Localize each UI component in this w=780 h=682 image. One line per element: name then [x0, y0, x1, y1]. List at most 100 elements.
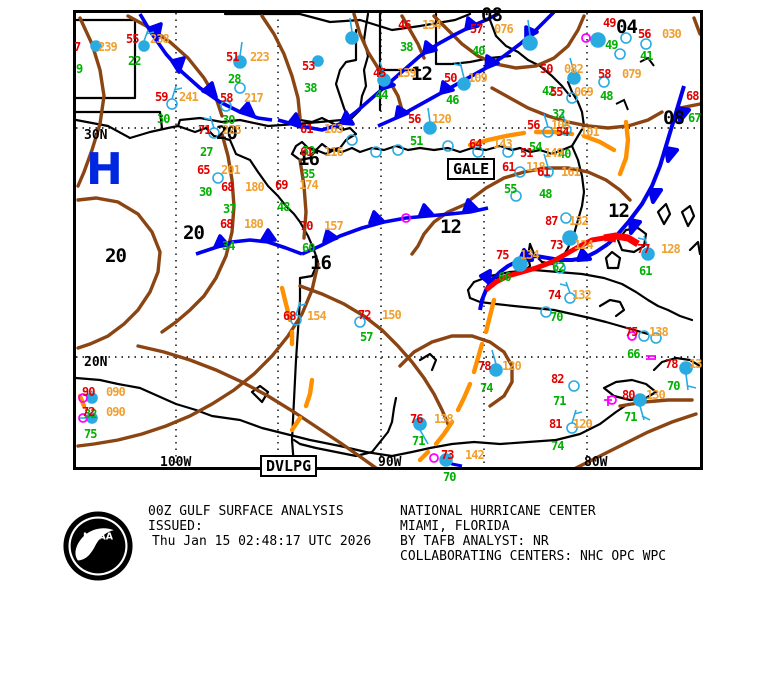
station-pressure: 109 — [468, 71, 488, 85]
isobar-label: 16 — [298, 148, 320, 170]
cold-fronts — [138, 13, 691, 467]
station-dewpoint: 71 — [624, 410, 637, 424]
station-temperature: 50 — [444, 71, 457, 85]
station-dewpoint: 30 — [157, 112, 170, 126]
station-temperature: 90 — [82, 385, 95, 399]
station-temperature: 64 — [469, 137, 482, 151]
grid-label: 20N — [84, 355, 108, 370]
station-temperature: 87 — [545, 214, 558, 228]
station-dewpoint: 61 — [639, 264, 652, 278]
boxed-warning-label: DVLPG — [260, 455, 318, 477]
station-temperature: 55 — [550, 85, 563, 99]
station-pressure: 132 — [572, 288, 592, 302]
station-dewpoint: 74 — [480, 381, 493, 395]
station-pressure: 138 — [434, 412, 454, 426]
station-dewpoint: 40 — [472, 44, 485, 58]
station-temperature: 55 — [126, 32, 139, 46]
grid-label: 30N — [84, 128, 108, 143]
station-dewpoint: 30 — [199, 185, 212, 199]
isobar-label: 12 — [440, 216, 462, 238]
isobar-label: 12 — [411, 63, 433, 85]
high-pressure-symbol: H — [86, 144, 123, 195]
station-temperature: 49 — [603, 16, 616, 30]
station-pressure: 076 — [494, 22, 514, 36]
station-dewpoint: 55 — [504, 182, 517, 196]
station-temperature: 65 — [197, 163, 210, 177]
station-pressure: 118 — [526, 160, 546, 174]
station-dewpoint: 39 — [302, 144, 315, 158]
station-pressure: 139 — [397, 66, 417, 80]
boxed-warning-label: GALE — [447, 158, 496, 180]
station-temperature: 56 — [408, 112, 421, 126]
station-pressure: 116 — [324, 145, 344, 159]
station-dewpoint: 70 — [443, 470, 456, 484]
warm-front — [484, 232, 640, 292]
map-graphics — [76, 13, 700, 467]
station-temperature: 68 — [686, 89, 699, 103]
station-temperature: 54 — [556, 125, 569, 139]
station-temperature: 46 — [398, 18, 411, 32]
station-pressure: 174 — [299, 178, 319, 192]
station-temperature: 78 — [478, 359, 491, 373]
station-temperature: 61 — [502, 160, 515, 174]
station-dewpoint: 67 — [688, 111, 701, 125]
station-pressure: 090 — [106, 385, 126, 399]
station-dewpoint: 70 — [667, 379, 680, 393]
station-temperature: 50 — [540, 62, 553, 76]
station-dewpoint: 66 — [627, 347, 640, 361]
station-dewpoint: 60 — [302, 241, 315, 255]
island-outlines — [615, 56, 655, 111]
station-pressure: 143 — [493, 137, 513, 151]
station-temperature: 68 — [283, 309, 296, 323]
station-temperature: 61 — [300, 145, 313, 159]
footer-issued-time: Thu Jan 15 02:48:17 UTC 2026 — [152, 534, 372, 549]
station-dewpoint: 40 — [558, 147, 571, 161]
station-pressure: 030 — [662, 27, 682, 41]
isobar-label: 20 — [216, 122, 238, 144]
footer-title: 00Z GULF SURFACE ANALYSIS — [148, 504, 344, 519]
station-dewpoint: 49 — [605, 38, 618, 52]
station-dewpoint: 42 — [542, 84, 555, 98]
station-dewpoint: 75 — [84, 427, 97, 441]
station-pressure: 239 — [98, 40, 118, 54]
station-temperature: 72 — [358, 308, 371, 322]
isobar-label: 12 — [608, 200, 630, 222]
station-temperature: 61 — [300, 122, 313, 136]
station-pressure: 108 — [551, 118, 571, 132]
station-pressure: 163 — [324, 122, 344, 136]
station-dewpoint: 30 — [222, 113, 235, 127]
station-pressure: 201 — [221, 163, 241, 177]
station-pressure: 090 — [106, 405, 126, 419]
station-pressure: 157 — [324, 219, 344, 233]
station-pressure: 130 — [646, 388, 666, 402]
station-plots — [78, 17, 697, 467]
isobar-label: 08 — [663, 107, 685, 129]
station-dewpoint: 51 — [410, 134, 423, 148]
station-temperature: 56 — [527, 118, 540, 132]
station-dewpoint: 41 — [640, 49, 653, 63]
station-dewpoint: 48 — [277, 200, 290, 214]
station-pressure: 134 — [520, 248, 540, 262]
station-dewpoint: 38 — [304, 81, 317, 95]
isobar-label: 08 — [481, 4, 503, 26]
grid-label: 90W — [378, 455, 402, 470]
station-pressure: 120 — [573, 417, 593, 431]
station-dewpoint: 62 — [552, 260, 565, 274]
station-pressure: 238 — [150, 32, 170, 46]
grid-label: 100W — [160, 455, 192, 470]
station-temperature: 57 — [470, 22, 483, 36]
isobar-label: 20 — [183, 222, 205, 244]
station-temperature: 74 — [548, 288, 561, 302]
present-weather-symbols — [78, 33, 656, 463]
station-temperature: 61 — [537, 165, 550, 179]
noaa-seal-icon: NOAA — [63, 511, 133, 581]
station-temperature: 73 — [550, 238, 563, 252]
product-footer: NOAA 00Z GULF SURFACE ANALYSIS NATIONAL … — [0, 490, 780, 682]
station-pressure: 082 — [564, 62, 584, 76]
station-temperature: 45 — [373, 66, 386, 80]
station-dewpoint: 66 — [498, 270, 511, 284]
station-temperature: 75 — [625, 325, 638, 339]
station-temperature: 69 — [275, 178, 288, 192]
svg-text:NOAA: NOAA — [83, 532, 114, 543]
grid-label: 80W — [584, 455, 608, 470]
